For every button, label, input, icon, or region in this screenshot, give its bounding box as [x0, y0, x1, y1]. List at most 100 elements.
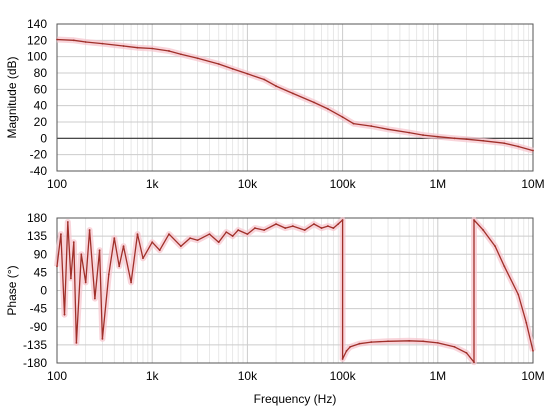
- panel1-data-point: [291, 225, 294, 227]
- panel0-data-point: [341, 116, 344, 118]
- panel1-data-point: [60, 233, 62, 236]
- panel1-data-point: [107, 273, 110, 276]
- panel1-data-point: [387, 340, 389, 343]
- panel1-y-tick-label: -135: [23, 338, 47, 352]
- panel1-uncertainty-band: [54, 217, 536, 366]
- panel0-x-tick-label: 1M: [429, 177, 446, 191]
- panel1-data-point: [525, 321, 528, 324]
- panel1-data-point: [303, 229, 306, 231]
- panel1-data-point: [208, 233, 211, 236]
- panel0-x-tick-label: 100: [47, 177, 67, 191]
- panel0-y-tick-label: -40: [30, 164, 48, 178]
- panel1-data-point: [320, 227, 323, 229]
- panel1-data-point: [337, 223, 340, 225]
- panel1-data-point: [80, 253, 83, 256]
- panel1-data-point: [113, 237, 116, 240]
- panel1-data-point: [189, 237, 191, 240]
- panel1-data-point: [118, 265, 121, 268]
- panel0-x-tick-label: 10M: [521, 177, 544, 191]
- panel1-data-point: [422, 340, 424, 343]
- panel0-data-point: [84, 41, 87, 43]
- panel0-y-tick-label: 80: [34, 66, 48, 80]
- panel0-data-point: [436, 135, 439, 138]
- panel1-data-point: [66, 221, 69, 223]
- panel0-y-axis-label: Magnitude (dB): [5, 56, 19, 138]
- panel0-data-point: [136, 46, 139, 49]
- panel0-data-point: [196, 57, 199, 60]
- panel0-data-point: [179, 53, 182, 56]
- panel0-data-point: [453, 137, 456, 140]
- panel1-data-point: [84, 281, 87, 284]
- panel1-data-point: [158, 249, 161, 252]
- panel0-data-point: [275, 85, 277, 87]
- panel0-data-point: [291, 92, 294, 95]
- panel0-y-tick-label: 120: [27, 33, 47, 47]
- panel1-data-point: [63, 313, 66, 316]
- panel0-data-point: [313, 101, 315, 104]
- panel1-y-tick-label: -90: [30, 320, 48, 334]
- panel1-data-point: [349, 345, 352, 348]
- panel1-data-point: [70, 277, 72, 280]
- panel1-data-point: [98, 249, 101, 252]
- panel1-data-point: [326, 225, 329, 227]
- panel1-data-point: [436, 341, 439, 344]
- phase-panel: 100 1k 10k 100k 1M 10M -180 -135 -90 -45 0 45 90 135 1…: [5, 211, 545, 406]
- panel1-data-point: [473, 219, 475, 221]
- panel1-y-tick-label: 0: [40, 284, 47, 298]
- panel0-data-point: [326, 108, 329, 110]
- panel1-data-point: [473, 361, 475, 364]
- panel1-data-point: [168, 233, 170, 236]
- panel0-data-point: [503, 142, 506, 145]
- panel0-data-point: [370, 125, 373, 127]
- panel0-data-point: [122, 45, 125, 47]
- panel1-series-line: [56, 219, 534, 363]
- panel1-y-tick-label: 45: [34, 265, 48, 279]
- panel0-data-point: [168, 50, 170, 52]
- panel1-data-point: [465, 352, 468, 354]
- panel0-data-point: [56, 38, 58, 41]
- panel1-data-point: [151, 241, 154, 244]
- panel0-y-tick-label: 40: [34, 99, 48, 113]
- panel1-y-tick-label: -45: [30, 302, 48, 316]
- panel0-data-point: [101, 42, 104, 45]
- panel1-data-point: [332, 227, 335, 229]
- panel1-data-point: [122, 245, 125, 248]
- panel1-data-point: [482, 229, 485, 231]
- panel1-data-point: [88, 229, 91, 231]
- panel0-data-point: [352, 122, 355, 125]
- panel1-data-point: [532, 350, 534, 352]
- panel0-x-tick-label: 1k: [146, 177, 160, 191]
- panel0-data-point: [387, 128, 389, 131]
- panel0-data-point: [422, 134, 424, 136]
- panel0-data-point: [517, 145, 520, 148]
- panel1-data-point: [275, 223, 277, 225]
- panel0-x-tick-label: 10k: [238, 177, 258, 191]
- panel0-data-point: [72, 39, 75, 42]
- panel1-data-point: [453, 345, 456, 348]
- panel0-y-tick-label: -20: [30, 148, 48, 162]
- panel1-data-point: [179, 245, 182, 248]
- panel1-data-point: [341, 358, 344, 360]
- panel1-data-point: [231, 235, 234, 238]
- panel1-data-point: [313, 223, 315, 225]
- panel0-data-point: [217, 63, 220, 65]
- panel0-data-point: [246, 72, 249, 75]
- panel1-x-tick-label: 1k: [146, 369, 160, 383]
- panel0-data-point: [263, 78, 266, 81]
- panel1-data-point: [358, 342, 361, 345]
- panel1-data-point: [503, 265, 506, 268]
- panel1-x-tick-label: 100: [47, 369, 67, 383]
- panel1-data-point: [284, 227, 287, 229]
- panel0-data-point: [151, 47, 154, 50]
- panel1-frame: [56, 217, 534, 364]
- panel1-data-point: [408, 339, 411, 342]
- panel1-x-axis-label: Frequency (Hz): [254, 392, 337, 406]
- panel1-data-point: [56, 265, 58, 268]
- panel1-data-point: [93, 297, 96, 300]
- panel1-data-point: [494, 245, 497, 248]
- panel0-uncertainty-band: [56, 36, 534, 154]
- panel0-y-tick-label: 140: [27, 17, 47, 31]
- panel1-x-tick-label: 10k: [238, 369, 258, 383]
- panel1-data-point: [254, 227, 256, 229]
- panel1-data-point: [237, 229, 240, 231]
